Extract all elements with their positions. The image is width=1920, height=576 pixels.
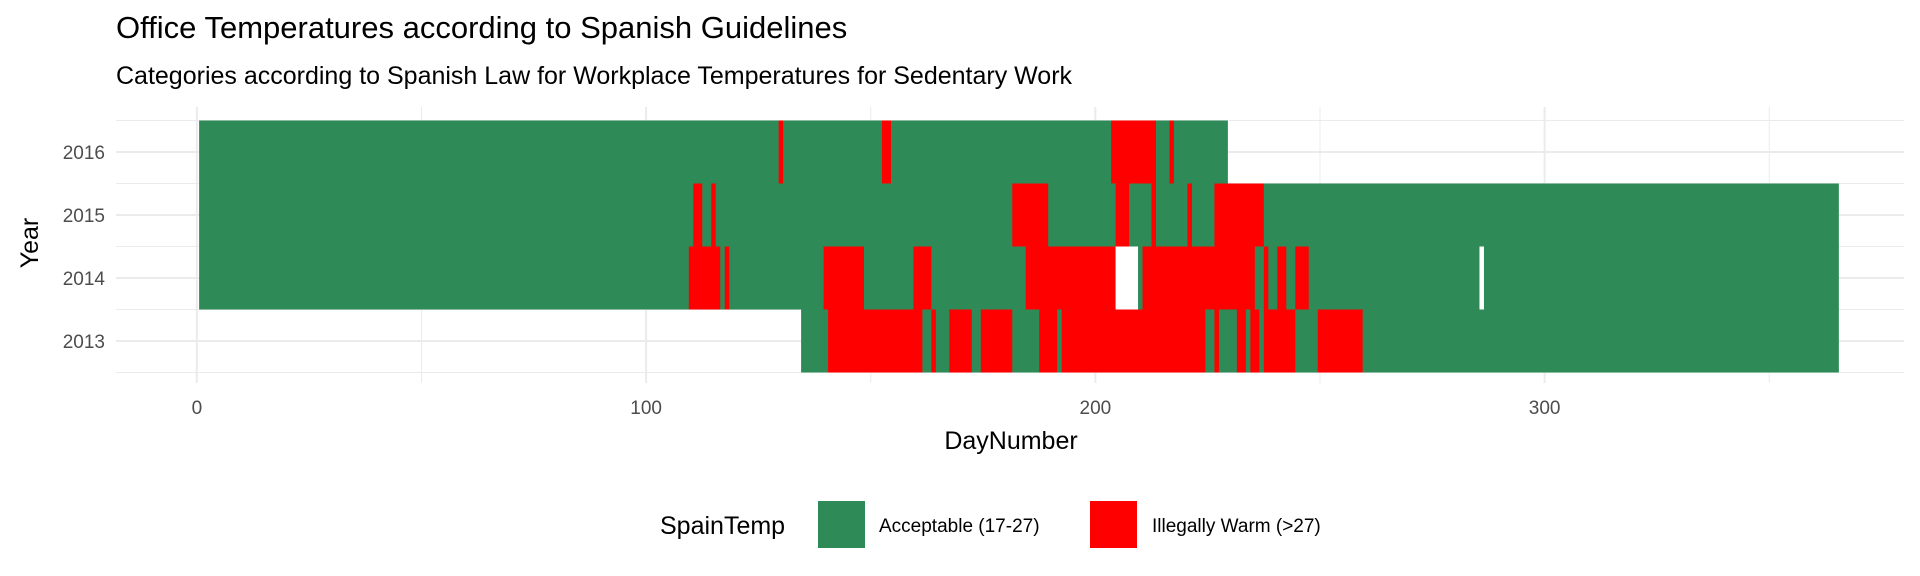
tile-warm-2013 [931, 309, 936, 373]
tile-warm-2013 [1250, 309, 1260, 373]
chart-title: Office Temperatures according to Spanish… [116, 10, 847, 45]
tile-warm-2015 [1115, 183, 1130, 247]
tile-warm-2013 [1236, 309, 1246, 373]
tile-warm-2015 [693, 183, 703, 247]
tile-warm-2015 [1214, 183, 1264, 247]
tile-warm-2013 [1317, 309, 1363, 373]
tile-warm-2016 [1169, 120, 1174, 184]
x-tick-label: 100 [630, 398, 662, 419]
legend-label-warm: Illegally Warm (>27) [1152, 516, 1321, 537]
chart-subtitle: Categories according to Spanish Law for … [116, 62, 1073, 90]
tile-warm-2015 [711, 183, 716, 247]
tile-warm-2014 [724, 246, 730, 310]
tile-warm-2014 [1025, 246, 1121, 310]
tile-warm-2013 [1039, 309, 1058, 373]
legend-swatch-acceptable [818, 501, 865, 548]
x-tick-label: 200 [1080, 398, 1112, 419]
tile-warm-2014 [913, 246, 932, 310]
tile-acceptable-2016 [199, 120, 1228, 184]
tile-warm-2013 [828, 309, 923, 373]
x-axis-ticks: 0 100 200 300 [192, 398, 1561, 419]
tile-warm-2014 [1277, 246, 1287, 310]
tile-warm-2015 [1151, 183, 1157, 247]
y-tick-label: 2013 [63, 332, 105, 353]
legend-label-acceptable: Acceptable (17-27) [879, 516, 1040, 537]
heatmap-tiles [199, 120, 1839, 373]
tile-warm-2013 [1214, 309, 1219, 373]
tile-warm-2016 [881, 120, 891, 184]
tile-warm-2014 [688, 246, 721, 310]
tile-warm-2013 [1061, 309, 1206, 373]
tile-warm-2013 [1263, 309, 1296, 373]
tile-warm-2014 [823, 246, 864, 310]
tile-acceptable-2014 [199, 246, 1839, 310]
tile-warm-2016 [778, 120, 784, 184]
y-tick-label: 2014 [63, 269, 106, 290]
tile-warm-2014 [1142, 246, 1255, 310]
legend-swatch-warm [1090, 501, 1137, 548]
y-axis-title: Year [16, 218, 44, 269]
tile-warm-2013 [949, 309, 972, 373]
y-tick-label: 2015 [63, 206, 105, 227]
tile-warm-2016 [1111, 120, 1157, 184]
y-tick-label: 2016 [63, 143, 105, 164]
y-axis-ticks: 2013 2014 2015 2016 [63, 143, 106, 353]
tile-warm-2014 [1295, 246, 1309, 310]
tile-missing-2014 [1479, 246, 1484, 310]
tile-missing-2014 [1115, 246, 1139, 310]
x-axis-title: DayNumber [944, 427, 1077, 455]
x-tick-label: 0 [192, 398, 203, 419]
tile-warm-2015 [1012, 183, 1049, 247]
x-tick-label: 300 [1529, 398, 1561, 419]
tile-warm-2013 [980, 309, 1013, 373]
legend-title: SpainTemp [660, 512, 785, 540]
legend: SpainTemp Acceptable (17-27) Illegally W… [660, 501, 1321, 548]
tile-warm-2014 [1263, 246, 1269, 310]
tile-warm-2015 [1187, 183, 1192, 247]
